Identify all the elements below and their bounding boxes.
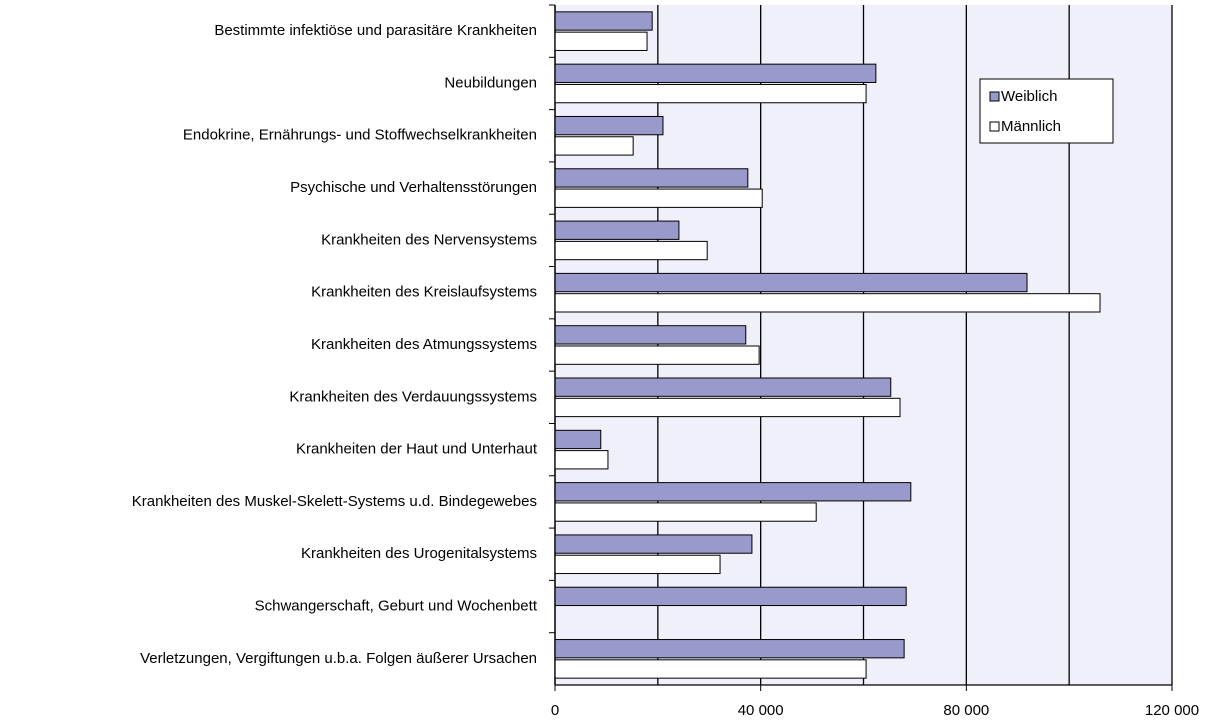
bar [554, 63, 877, 83]
y-tick-label: Schwangerschaft, Geburt und Wochenbett [255, 598, 538, 615]
bar [554, 659, 867, 679]
bar [554, 429, 602, 450]
bar [554, 345, 760, 365]
legend-label: Männlich [1001, 118, 1061, 135]
bar [554, 554, 721, 575]
bar [554, 639, 905, 659]
x-tick-label: 120 000 [1145, 702, 1199, 719]
y-tick-label: Endokrine, Ernährungs- und Stoffwechselk… [183, 127, 537, 144]
bar [554, 31, 648, 51]
x-tick-label: 0 [551, 702, 559, 719]
bar [554, 272, 1028, 293]
bar [554, 502, 817, 522]
bar [554, 83, 867, 104]
bar [554, 534, 753, 554]
bar [554, 293, 1101, 313]
bar [554, 168, 749, 188]
legend-swatch [989, 91, 1000, 102]
bar [554, 586, 907, 607]
y-tick-label: Krankheiten der Haut und Unterhaut [296, 441, 538, 458]
bar [554, 325, 747, 345]
bar [554, 136, 634, 156]
x-tick-label: 40 000 [738, 702, 784, 719]
y-tick-label: Krankheiten des Nervensystems [321, 231, 537, 248]
legend [979, 78, 1114, 144]
legend-label: Weiblich [1001, 88, 1057, 105]
bar [554, 240, 708, 261]
legend-swatch [989, 121, 1000, 132]
y-tick-label: Verletzungen, Vergiftungen u.b.a. Folgen… [140, 650, 537, 667]
y-tick-label: Krankheiten des Urogenitalsystems [301, 545, 537, 562]
bar [554, 450, 609, 470]
y-tick-label: Krankheiten des Atmungssystems [311, 336, 537, 353]
bar [554, 188, 763, 208]
bar [554, 397, 901, 418]
y-tick-label: Neubildungen [444, 74, 537, 91]
y-tick-label: Krankheiten des Muskel-Skelett-Systems u… [132, 493, 537, 510]
bar [554, 377, 892, 397]
y-tick-label: Bestimmte infektiöse und parasitäre Kran… [214, 22, 537, 39]
bar [554, 11, 653, 31]
y-tick-label: Krankheiten des Verdauungssystems [289, 388, 537, 405]
x-tick-label: 80 000 [943, 702, 989, 719]
y-tick-label: Psychische und Verhaltensstörungen [290, 179, 537, 196]
bar [554, 115, 664, 136]
y-tick-label: Krankheiten des Kreislaufsystems [311, 284, 537, 301]
bar [554, 220, 680, 240]
bar [554, 482, 912, 502]
